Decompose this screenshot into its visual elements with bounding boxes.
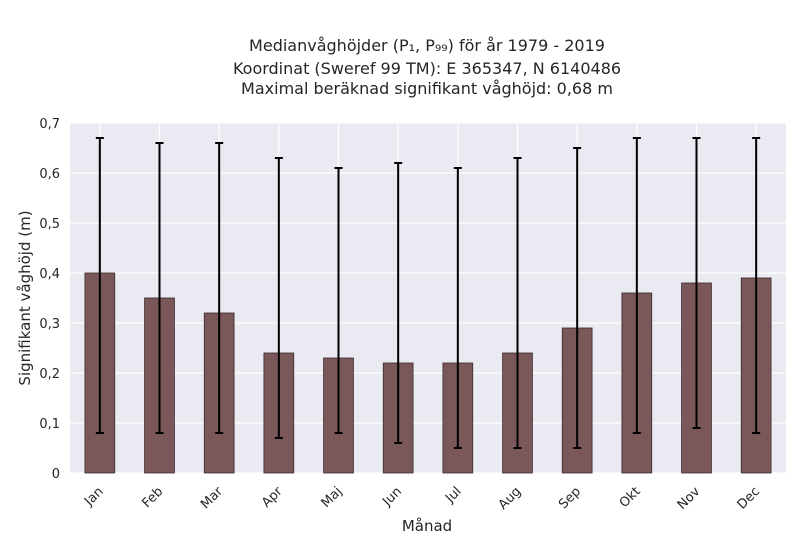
title-line-1: Medianvåghöjder (P₁, P₉₉) för år 1979 - … bbox=[249, 36, 605, 55]
error-bar-mar bbox=[215, 142, 224, 434]
title-line-2: Koordinat (Sweref 99 TM): E 365347, N 61… bbox=[233, 59, 621, 78]
plot-area bbox=[70, 123, 786, 473]
y-tick-label: 0 bbox=[52, 467, 60, 482]
error-bar-maj bbox=[334, 167, 343, 434]
y-tick-label: 0,4 bbox=[39, 267, 60, 282]
error-bar-sep bbox=[573, 147, 582, 449]
x-tick-labels: Jan Feb Mar Apr Maj Jun Jul Aug Sep Okt Nov Dec bbox=[81, 484, 763, 513]
y-tick-label: 0,1 bbox=[39, 417, 60, 432]
error-bar-okt bbox=[632, 137, 641, 434]
y-axis-label: Signifikant våghöjd (m) bbox=[16, 210, 34, 385]
error-bar-aug bbox=[513, 157, 522, 449]
y-tick-label: 0,5 bbox=[39, 217, 60, 232]
x-tick-label-feb: Feb bbox=[139, 484, 166, 511]
error-bar-nov bbox=[692, 137, 701, 429]
x-tick-label-aug: Aug bbox=[496, 484, 525, 513]
error-bar-jul bbox=[453, 167, 462, 449]
error-bars bbox=[95, 137, 761, 449]
y-tick-label: 0,2 bbox=[39, 367, 60, 382]
y-tick-label: 0,6 bbox=[39, 167, 60, 182]
x-tick-label-jun: Jun bbox=[379, 484, 405, 510]
x-tick-label-dec: Dec bbox=[735, 484, 763, 512]
x-tick-label-apr: Apr bbox=[259, 484, 286, 511]
x-axis-label: Månad bbox=[402, 517, 452, 535]
title-line-3: Maximal beräknad signifikant våghöjd: 0,… bbox=[241, 79, 613, 98]
x-tick-label-okt: Okt bbox=[617, 484, 644, 511]
x-tick-label-mar: Mar bbox=[198, 484, 226, 512]
error-bar-feb bbox=[155, 142, 164, 434]
error-bar-jun bbox=[394, 162, 403, 444]
x-tick-label-nov: Nov bbox=[675, 484, 704, 513]
x-tick-label-jan: Jan bbox=[81, 484, 106, 509]
y-tick-label: 0,7 bbox=[39, 117, 60, 132]
error-bar-jan bbox=[95, 137, 104, 434]
x-tick-label-jul: Jul bbox=[442, 484, 464, 506]
y-tick-label: 0,3 bbox=[39, 317, 60, 332]
x-tick-label-maj: Maj bbox=[319, 484, 346, 511]
y-tick-labels: 0 0,1 0,2 0,3 0,4 0,5 0,6 0,7 bbox=[39, 117, 60, 482]
error-bar-apr bbox=[274, 157, 283, 439]
error-bar-dec bbox=[752, 137, 761, 434]
chart-title: Medianvåghöjder (P₁, P₉₉) för år 1979 - … bbox=[233, 36, 621, 98]
x-tick-label-sep: Sep bbox=[556, 484, 584, 512]
